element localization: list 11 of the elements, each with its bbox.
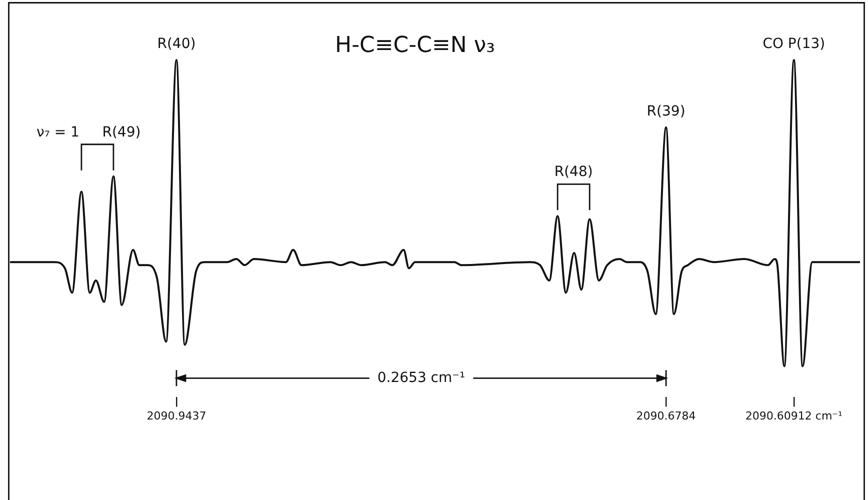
chart-title: H-C≡C-C≡N ν₃ [335,33,495,58]
x-tick-label: 2090.60912 cm⁻¹ [745,409,842,422]
x-tick-label: 2090.6784 [636,409,696,422]
text: 0.2653 cm⁻¹ [377,370,466,386]
annotation: R(49) [102,124,141,140]
annotation: ν₇ = 1 [36,124,80,140]
annotation: R(39) [646,103,686,120]
annotation: R(48) [554,164,593,180]
annotation: CO P(13) [762,36,826,52]
x-tick-label: 2090.9437 [146,409,206,422]
annotation: R(40) [157,36,196,52]
